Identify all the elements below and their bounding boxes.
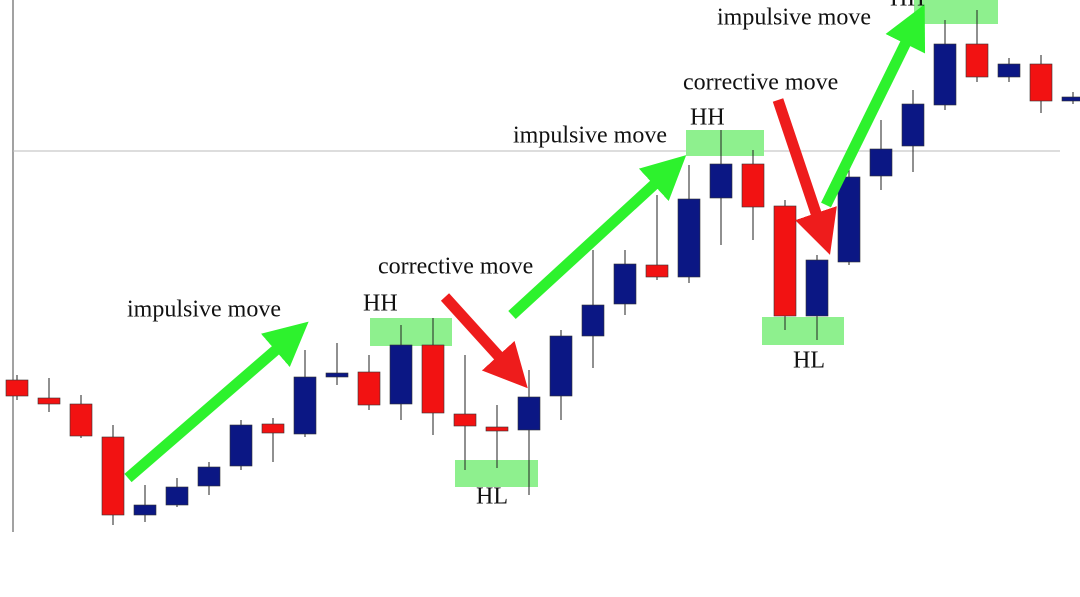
candle-body: [805, 259, 829, 317]
candle-body: [581, 304, 605, 337]
annotation: HH: [890, 0, 925, 12]
annotation: HH: [363, 291, 398, 317]
candle-body: [901, 103, 925, 147]
annotation: HL: [476, 484, 508, 510]
candle-body: [357, 371, 381, 406]
candle-body: [677, 198, 701, 278]
candle-body: [709, 163, 733, 199]
annotation: HH: [690, 105, 725, 131]
level-highlight: [686, 130, 764, 156]
candles: [5, 10, 1080, 525]
candle-body: [197, 466, 221, 487]
candle-body: [293, 376, 317, 435]
candle-body: [869, 148, 893, 177]
candle-body: [741, 163, 765, 208]
annotation: impulsive move: [717, 5, 871, 31]
candle-body: [37, 397, 61, 405]
candle-body: [69, 403, 93, 437]
annotation: impulsive move: [127, 297, 281, 323]
candle-body: [517, 396, 541, 431]
candle-body: [229, 424, 253, 467]
level-highlight: [914, 0, 998, 24]
impulse-arrow: [508, 155, 687, 320]
impulse-arrow: [124, 321, 309, 483]
candle-body: [933, 43, 957, 106]
candle-body: [549, 335, 573, 397]
candle-body: [837, 176, 861, 263]
arrows: [124, 4, 926, 483]
candle-body: [165, 486, 189, 506]
candle-body: [1061, 96, 1080, 102]
highlights: [370, 0, 998, 487]
candle-body: [485, 426, 509, 432]
candle-body: [965, 43, 989, 78]
candle-body: [261, 423, 285, 434]
annotation: impulsive move: [513, 123, 667, 149]
candle-body: [325, 372, 349, 378]
annotations: impulsive move HH corrective move HL impulsi…: [127, 0, 925, 510]
candle-body: [5, 379, 29, 397]
impulse-arrow: [821, 4, 926, 208]
correction-arrow: [772, 98, 837, 255]
annotation: HL: [793, 348, 825, 374]
annotation: corrective move: [683, 70, 838, 96]
candle-body: [453, 413, 477, 427]
correction-arrow: [440, 293, 528, 389]
candle-body: [421, 344, 445, 414]
candle-body: [613, 263, 637, 305]
candle-body: [101, 436, 125, 516]
candle-body: [645, 264, 669, 278]
candle-body: [1029, 63, 1053, 102]
candle-body: [133, 504, 157, 516]
level-highlight: [370, 318, 452, 346]
level-highlight: [762, 317, 844, 345]
candle-body: [997, 63, 1021, 78]
annotation: corrective move: [378, 254, 533, 280]
candle-body: [389, 344, 413, 405]
candle-body: [773, 205, 797, 317]
